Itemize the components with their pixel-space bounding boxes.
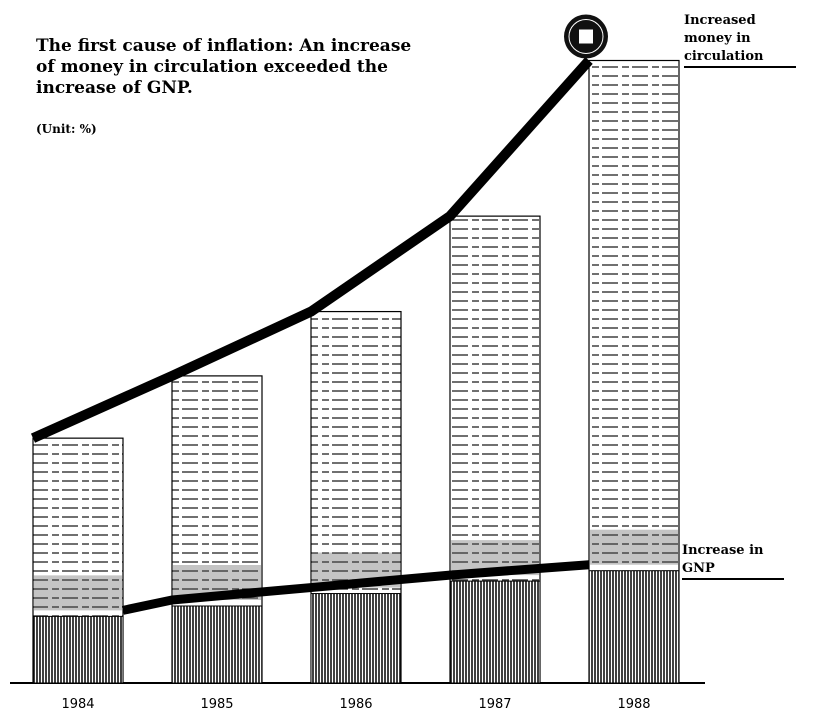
bar	[449, 580, 541, 684]
coin-icon	[568, 19, 604, 54]
legend-label: Increase in GNP	[682, 542, 784, 580]
gnp-band	[34, 575, 122, 611]
bar	[588, 570, 680, 684]
x-tick-label: 1984	[61, 697, 94, 711]
x-tick-label: 1988	[617, 697, 650, 711]
coin-icon	[579, 29, 593, 44]
bar	[310, 593, 402, 684]
line	[30, 57, 593, 443]
x-tick-label: 1985	[200, 697, 233, 711]
chart-title: The first cause of inflation: An increas…	[36, 36, 412, 98]
gnp-band	[590, 529, 678, 565]
chart-subtitle: (Unit: %)	[36, 122, 97, 136]
x-tick-label: 1987	[478, 697, 511, 711]
x-tick-label: 1986	[339, 697, 372, 711]
bar	[171, 605, 263, 684]
line	[122, 560, 590, 615]
bar	[32, 615, 124, 684]
legend-label: Increased money in circulation	[684, 12, 796, 68]
